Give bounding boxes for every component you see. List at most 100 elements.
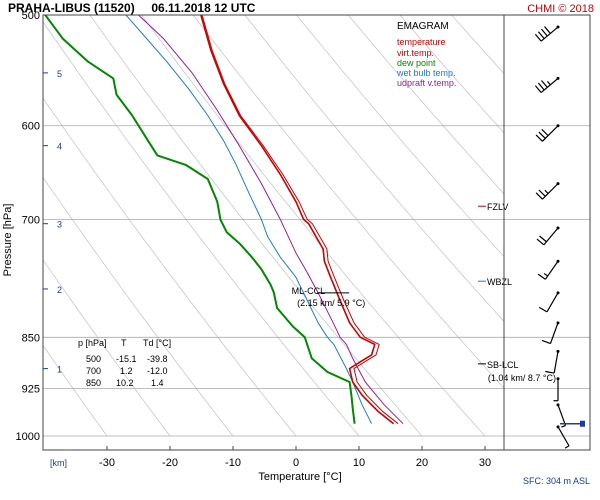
dry-adiabat-line	[244, 15, 504, 322]
wind-barb-flag	[538, 306, 548, 313]
wind-barb-point	[556, 349, 560, 353]
fzlv-label: FZLV	[487, 202, 508, 212]
x-tick-label: 30	[479, 457, 491, 469]
wind-barb-point	[556, 76, 560, 80]
wbzl-label: WBZL	[487, 277, 512, 287]
dry-adiabat-line	[43, 21, 360, 437]
wind-barb-point	[556, 377, 560, 381]
wind-barb-flag	[541, 339, 551, 345]
wind-barb	[534, 76, 560, 93]
wind-barb-staff	[544, 260, 559, 280]
wind-barb-point	[556, 425, 560, 429]
wind-barb	[545, 349, 560, 374]
x-tick-label: -10	[225, 457, 241, 469]
wind-barb-half-flag	[546, 80, 551, 86]
x-tick-label: 0	[293, 457, 299, 469]
wind-barb-flag	[535, 192, 543, 200]
y-tick-label: 1000	[16, 431, 40, 443]
virtual-temperature-line	[201, 15, 399, 425]
wind-barb-point	[556, 226, 560, 230]
dry-adiabat-line	[399, 15, 504, 134]
table-cell: 850	[86, 378, 101, 388]
profile-lines	[44, 15, 404, 425]
wind-barb-layer	[534, 25, 585, 449]
annotation-layer: ML-CCL (2.15 km/ 5.9 °C) FZLV WBZL SB-LCL (1.…	[292, 202, 556, 383]
y-tick-label: 850	[22, 332, 40, 344]
data-table: p [hPa] T Td [°C] 500 -15.1 -39.8 700 1.…	[78, 338, 171, 388]
series-layer	[44, 15, 404, 425]
table-header-p: p [hPa]	[78, 338, 107, 348]
wind-barb	[534, 25, 560, 42]
km-tick-label: 4	[57, 142, 62, 152]
wind-barb	[536, 226, 560, 246]
wet-bulb-line	[125, 15, 373, 424]
x-tick-label: -20	[162, 457, 178, 469]
wind-barb-staff	[546, 292, 559, 313]
table-cell: 700	[86, 366, 101, 376]
table-cell: 10.2	[116, 378, 134, 388]
dry-adiabat-line	[347, 15, 504, 195]
y-tick-label: 925	[22, 384, 40, 396]
temperature-line	[200, 15, 395, 425]
km-tick-label: 5	[57, 69, 62, 79]
ml-ccl-sub-label: (2.15 km/ 5.9 °C)	[297, 298, 365, 308]
table-cell: -39.8	[147, 354, 168, 364]
wind-barb-point	[556, 259, 560, 263]
wind-barb-point	[556, 124, 560, 128]
dry-adiabat-line	[141, 15, 486, 437]
table-cell: 1.2	[120, 366, 133, 376]
y-tick-label: 700	[22, 214, 40, 226]
table-cell: 500	[86, 354, 101, 364]
tick-layer: 500 600 700 850 925 1000 -30 -20 -10 0 10 20 30 1 2 3 4 5	[16, 10, 492, 469]
wind-barb-staff	[540, 77, 559, 93]
table-cell: 1.4	[151, 378, 164, 388]
wind-barb-staff	[540, 26, 559, 42]
wind-barb-staff	[557, 426, 570, 447]
wind-barb	[537, 259, 560, 280]
wind-barb-flag	[544, 26, 551, 34]
dry-adiabat-line	[43, 176, 234, 437]
dew-point-line	[44, 15, 356, 424]
legend-entry-updraft: udpraft v.temp.	[397, 78, 456, 88]
wind-barb-half-flag	[543, 272, 549, 277]
sb-lcl-label: SB-LCL	[487, 360, 519, 370]
legend: EMAGRAM temperature virt.temp. dew point…	[396, 21, 456, 88]
wind-barb-flag	[541, 128, 549, 137]
table-cell: -12.0	[147, 366, 168, 376]
wind-barb-flag	[534, 85, 542, 93]
wind-barb-flag	[541, 28, 548, 37]
ml-ccl-label: ML-CCL	[292, 286, 326, 296]
x-tick-label: 10	[353, 457, 365, 469]
wind-barb	[535, 182, 560, 200]
y-axis-label: Pressure [hPa]	[2, 204, 14, 277]
wind-barb	[553, 377, 560, 402]
km-tick-label: 1	[57, 365, 62, 375]
wind-barb-point	[556, 321, 560, 325]
wind-barb-point	[556, 291, 560, 295]
wind-barb-staff	[549, 322, 559, 344]
wind-barb-flag	[537, 31, 545, 39]
y-tick-label: 500	[22, 10, 40, 22]
legend-entry-temperature: temperature	[397, 37, 446, 47]
wind-barb-point	[556, 182, 560, 186]
wind-barb-half-flag	[544, 189, 549, 194]
wind-barb-flag	[537, 82, 545, 91]
wind-barb-point	[556, 403, 560, 407]
dry-adiabat-line	[43, 344, 108, 437]
x-axis-label: Temperature [°C]	[258, 471, 341, 483]
wind-barb-flag	[534, 33, 542, 42]
table-cell: -15.1	[116, 354, 137, 364]
wind-barb-half-flag	[564, 445, 570, 449]
wind-barb-flag	[538, 189, 546, 197]
wind-barb-flag	[541, 80, 548, 88]
x-tick-label: 20	[416, 457, 428, 469]
wind-barb	[535, 124, 560, 142]
wind-barb-staff	[553, 351, 559, 374]
wind-barb-staff	[543, 227, 559, 246]
wind-barb-staff	[557, 404, 567, 426]
wind-barb-flag	[538, 131, 546, 139]
sfc-label: SFC: 304 m ASL	[523, 476, 590, 486]
wind-barb-half-flag	[561, 424, 566, 428]
dry-adiabat-line	[192, 15, 504, 389]
